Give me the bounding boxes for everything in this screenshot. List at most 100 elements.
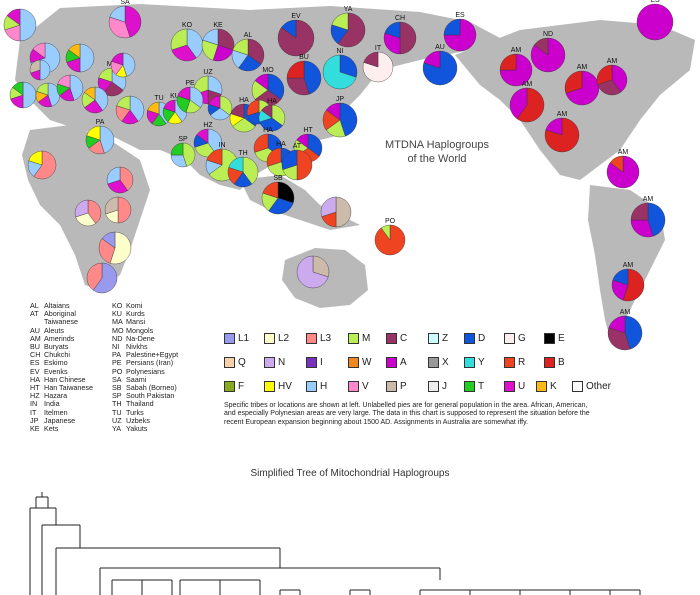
legend-item: G (504, 330, 526, 345)
pie-slice (564, 70, 583, 94)
pie-slice (12, 81, 24, 96)
pie-label: SP (178, 136, 188, 143)
pie-label: AL (244, 32, 253, 39)
population-pie: PE (176, 80, 204, 114)
abbreviation-name: Sabah (Borneo) (126, 383, 177, 393)
legend-label: L3 (320, 333, 332, 345)
abbreviation-name: Persians (Iran) (126, 358, 174, 368)
pie-slice (68, 43, 81, 59)
abbreviation-row: UZ Uzbeks (112, 415, 178, 425)
abbreviation-name: Taiwanese (44, 317, 78, 327)
pie-slice (232, 117, 256, 133)
pie-slice (104, 196, 119, 215)
pie-slice (339, 54, 358, 78)
abbreviation-row: EV Evenks (30, 366, 93, 376)
legend-label: T (478, 381, 485, 393)
legend-swatch (264, 357, 275, 369)
population-pie (207, 95, 233, 121)
abbreviation-name: Amerinds (44, 333, 75, 343)
pie-slice (607, 327, 631, 351)
pie-slice (206, 148, 223, 166)
population-pie: AL (231, 32, 265, 72)
population-pie (27, 150, 57, 180)
pie-label: AM (577, 64, 588, 71)
abbreviation-code: IN (30, 399, 38, 409)
map-title-line2: of the World (407, 153, 467, 165)
pie-slice (124, 5, 142, 38)
population-pie: PO (374, 218, 406, 256)
abbreviation-name: Han Taiwanese (44, 383, 94, 393)
population-pie (56, 74, 84, 102)
abbreviation-name: Evenks (44, 366, 68, 376)
pie-slice (443, 18, 477, 52)
legend-swatch (544, 357, 555, 369)
abbreviation-code: KE (30, 424, 40, 434)
pie-slice (74, 199, 89, 218)
population-pie (98, 231, 132, 265)
abbreviation-column-left: AL Altaians AT Aboriginal Taiwanese AU Aleuts A… (30, 301, 94, 434)
abbreviation-name: Kurds (126, 309, 145, 319)
abbreviation-row: AM Amerinds (30, 333, 93, 343)
pie-slice (509, 87, 528, 120)
pie-label: NI (337, 48, 344, 55)
pie-slice (119, 166, 134, 191)
legend-label: Y (478, 357, 485, 369)
legend-item: D (464, 330, 485, 345)
tree-title: Simplified Tree of Mitochondrial Haplogr… (250, 468, 450, 479)
pie-slice (108, 16, 131, 39)
legend-swatch (348, 333, 359, 345)
pie-slice (443, 18, 461, 36)
pie-label: PA (96, 119, 105, 126)
pie-slice (147, 101, 160, 115)
population-pie (35, 82, 61, 108)
legend-label: I (320, 357, 323, 369)
abbreviation-row: KO Komi (112, 301, 178, 310)
pie-label: KE (213, 22, 223, 29)
pie-slice (101, 231, 116, 249)
pie-slice (75, 212, 96, 227)
abbreviation-code: PA (112, 350, 122, 360)
pie-slice (230, 103, 245, 119)
abbreviation-code: IT (30, 407, 37, 417)
abbreviation-code: AU (30, 325, 40, 335)
map-title-line1: MTDNA Haplogroups (385, 139, 489, 151)
pie-label: AM (618, 149, 629, 156)
pie-slice (196, 128, 209, 144)
abbreviation-name: Han Chinese (44, 374, 86, 384)
legend-label: Other (586, 381, 612, 393)
population-pie: IT (362, 45, 394, 83)
population-pie: AM (544, 111, 580, 153)
legend-item: P (386, 378, 407, 393)
abbreviation-row: AL Altaians (30, 301, 93, 310)
population-pie: ES (443, 12, 477, 52)
legend-item: T (464, 378, 485, 393)
pie-slice (499, 53, 533, 87)
pie-slice (111, 52, 124, 66)
abbreviation-code: AT (30, 309, 39, 319)
population-pie: AM (509, 81, 545, 123)
pie-slice (516, 87, 545, 123)
legend-item: M (348, 330, 370, 345)
map-title: MTDNA Haplogroups of the World (372, 138, 502, 166)
abbreviation-code: HZ (30, 391, 40, 401)
pie-slice (242, 156, 259, 185)
pie-slice (296, 133, 309, 149)
abbreviation-code: KU (112, 309, 122, 319)
pie-slice (228, 156, 244, 173)
abbreviation-name: South Pakistan (126, 391, 175, 401)
pie-slice (380, 224, 391, 241)
abbreviation-name: Nivkhs (126, 342, 148, 352)
abbreviation-row: KE Kets (30, 424, 93, 434)
population-pie: ES (636, 0, 674, 41)
pie-slice (254, 73, 269, 91)
pie-slice (33, 150, 57, 180)
legend-item: Other (572, 378, 612, 393)
legend-swatch (464, 357, 475, 369)
pie-slice (129, 95, 145, 122)
pie-slice (259, 117, 283, 132)
pie-slice (69, 74, 84, 101)
legend-label: N (278, 357, 286, 369)
abbreviation-row: CH Chukchi (30, 351, 93, 359)
pie-slice (647, 202, 666, 237)
abbreviation-name: Uzbeks (126, 415, 150, 425)
